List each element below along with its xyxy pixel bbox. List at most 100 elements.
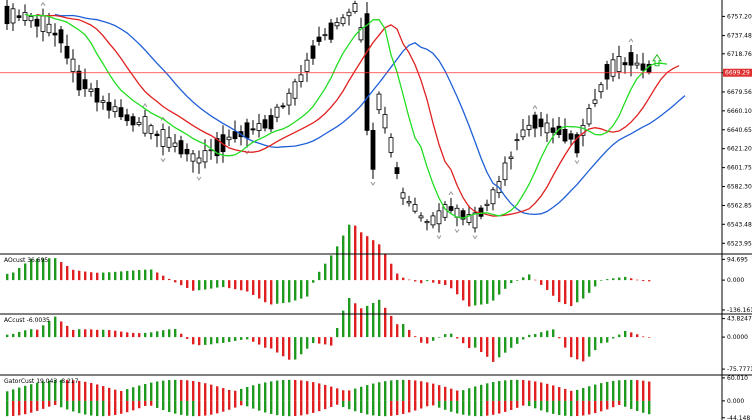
candle-up [634,62,640,66]
candle-up [136,121,142,125]
candle-up [286,92,292,106]
candle-up [580,125,586,136]
price-pane[interactable]: 6757.20 6737.48 6718.76 6699.29 6679.56 6660.… [0,0,752,247]
gator-pane[interactable]: 60.010 0.000 -44.148 [6,375,750,420]
histogram-bar [24,330,27,338]
candle-down [370,130,376,170]
fractal-down-icon [472,235,478,240]
histogram-bar [534,334,537,338]
ao-pane[interactable]: 94.695 0.000 -136.161 [6,224,752,314]
gator-lower-bar [540,400,543,411]
candle-up [616,55,622,72]
candle-up [526,124,532,130]
gator-upper-bar [390,380,393,401]
gator-upper-bar [240,388,243,401]
histogram-bar [144,332,147,338]
candle-up [22,12,28,21]
candle-up [544,122,550,134]
gator-upper-bar [90,383,93,401]
histogram-bar [528,274,531,281]
histogram-bar [222,280,225,288]
histogram-bar [522,337,525,340]
candle-up [160,129,166,147]
ac-pane[interactable]: 43.8247 0.0000 -75.7771 [6,297,752,373]
candle-down [550,127,556,133]
gator-upper-bar [120,391,123,401]
histogram-bar [534,279,537,281]
histogram-bar [558,337,561,339]
ao-pane-bars [6,224,651,307]
histogram-bar [174,280,177,283]
candle-up [430,215,436,226]
histogram-bar [564,280,567,305]
candle-up [424,221,430,224]
candle-down [280,105,286,108]
gator-upper-bar [198,381,201,401]
gator-lower-bar [336,400,339,405]
candle-up [298,74,304,82]
histogram-bar [324,337,327,345]
candle-up [202,150,208,163]
histogram-bar [132,270,135,281]
gator-lower-bar [12,400,15,416]
histogram-bar [234,337,237,341]
fractal-up-icon [448,190,454,196]
candle-up [226,136,232,141]
histogram-bar [510,337,513,348]
histogram-bar [90,329,93,338]
candle-up [586,107,592,125]
histogram-bar [198,280,201,291]
histogram-bar [300,280,303,299]
gator-lower-bar [144,400,147,406]
gator-upper-bar [498,381,501,401]
fractal-up-icon [532,104,538,110]
gator-upper-bar [42,381,45,401]
histogram-bar [126,332,129,338]
histogram-bar [486,280,489,304]
histogram-bar [216,280,219,288]
histogram-bar [288,280,291,303]
gator-upper-bar [114,389,117,401]
histogram-bar [492,337,495,362]
histogram-bar [12,333,15,338]
histogram-bar [450,333,453,338]
histogram-bar [438,280,441,284]
price-tick-label: 6737.48 [727,33,752,40]
histogram-bar [336,246,339,281]
histogram-tick-label: 94.695 [727,256,748,263]
candle-up [382,114,388,129]
gator-lower-bar [96,400,99,417]
gator-lower-bar [558,400,561,416]
histogram-bar [270,337,273,349]
histogram-bar [18,331,21,338]
histogram-bar [66,265,69,281]
histogram-bar [504,280,507,289]
histogram-bar [330,337,333,346]
candle-down [262,119,268,129]
histogram-bar [228,337,231,342]
gator-upper-bar [420,381,423,401]
gator-upper-bar [360,386,363,401]
histogram-bar [36,329,39,338]
gator-upper-bar [162,380,165,401]
histogram-bar [462,337,465,344]
fractal-down-icon [370,181,376,186]
alligator-teeth-line [36,13,680,217]
histogram-bar [582,280,585,299]
gator-lower-bar [198,400,201,417]
gator-upper-bar [600,383,603,401]
histogram-bar [588,337,591,357]
histogram-bar [78,329,81,338]
histogram-bar [174,328,177,338]
histogram-bar [96,329,99,338]
histogram-bar [324,263,327,281]
gator-upper-bar [546,383,549,401]
histogram-bar [72,269,75,281]
histogram-tick-label: -75.7771 [727,366,752,373]
candle-down [628,52,634,66]
gator-upper-bar [300,380,303,401]
candle-down [328,22,334,40]
histogram-bar [162,330,165,338]
